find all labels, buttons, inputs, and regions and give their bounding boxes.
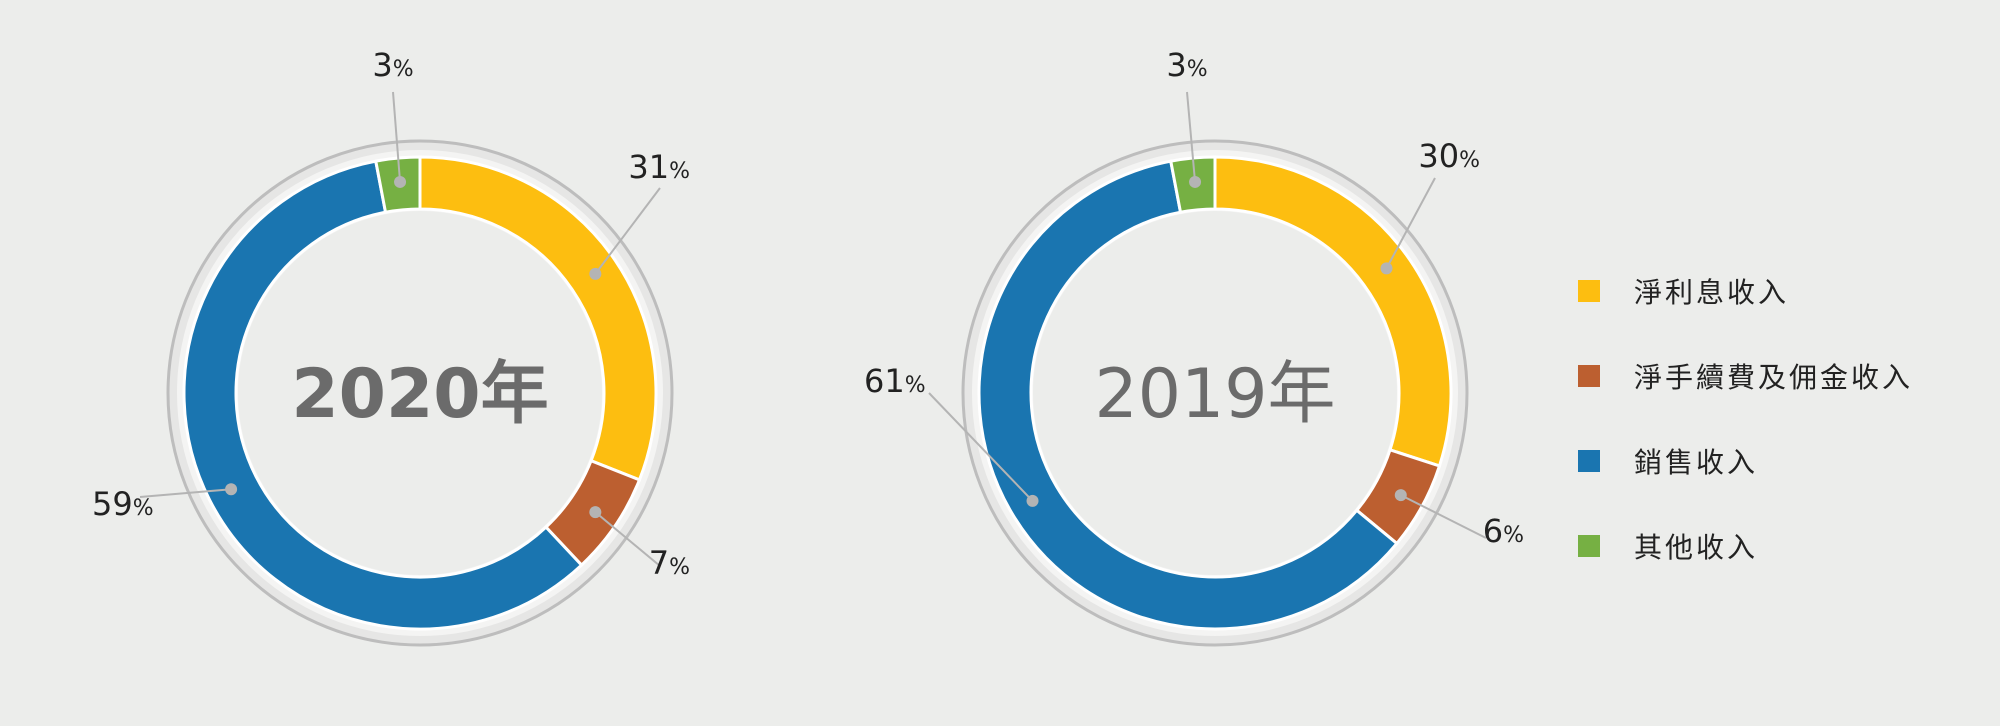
data-label-value: 30 [1418, 137, 1459, 175]
legend-item-net-fee-commission-income: 淨手續費及佣金收入 [1578, 333, 1913, 418]
leader-line [392, 91, 402, 183]
data-label-net-interest-income: 30% [1418, 137, 1480, 175]
data-label-net-interest-income: 31% [628, 148, 690, 186]
data-label-unit: % [1187, 57, 1208, 82]
data-label-unit: % [133, 496, 154, 521]
data-label-unit: % [393, 57, 414, 82]
legend-label: 銷售收入 [1634, 445, 1759, 479]
data-label-net-fee-commission-income: 6% [1483, 512, 1524, 550]
legend-label: 淨手續費及佣金收入 [1634, 360, 1914, 394]
legend: 淨利息收入 淨手續費及佣金收入 銷售收入 其他收入 [1578, 248, 1913, 588]
data-label-unit: % [669, 555, 690, 580]
leader-dot [1189, 175, 1202, 188]
data-label-value: 6 [1483, 512, 1503, 550]
donut-chart-2019: 30%6%61%3%2019年 [864, 46, 1524, 647]
legend-swatch [1578, 449, 1600, 472]
data-label-unit: % [905, 373, 926, 398]
data-label-other-income: 3% [372, 46, 413, 84]
leader-dot [225, 483, 238, 496]
donut-hole [238, 211, 602, 575]
data-label-value: 3 [1166, 46, 1186, 84]
donut-hole [1033, 211, 1397, 575]
data-label-value: 7 [649, 544, 669, 582]
leader-line [594, 187, 661, 275]
data-label-unit: % [1503, 523, 1524, 548]
donut-segment-sales-income [182, 159, 584, 631]
data-label-value: 31 [628, 148, 669, 186]
leader-dot [394, 175, 407, 188]
legend-swatch [1578, 364, 1600, 387]
leader-dot [1380, 262, 1393, 275]
data-label-value: 3 [372, 46, 392, 84]
legend-swatch [1578, 534, 1600, 557]
data-label-sales-income: 59% [92, 485, 154, 523]
legend-item-sales-income: 銷售收入 [1578, 418, 1913, 503]
data-label-net-fee-commission-income: 7% [649, 544, 690, 582]
data-label-value: 59 [92, 485, 133, 523]
chart-title: 2020年 [291, 355, 548, 434]
leader-line [928, 392, 1034, 502]
donut-segment-sales-income [977, 159, 1399, 631]
leader-line [1385, 177, 1436, 269]
data-label-value: 61 [864, 362, 905, 400]
leader-line [594, 511, 661, 567]
legend-swatch [1578, 279, 1600, 302]
leader-dot [1394, 489, 1407, 502]
legend-item-net-interest-income: 淨利息收入 [1578, 248, 1913, 333]
chart-title: 2019年 [1094, 355, 1335, 434]
leader-line [1186, 91, 1197, 183]
legend-item-other-income: 其他收入 [1578, 503, 1913, 588]
data-label-unit: % [669, 159, 690, 184]
leader-line [139, 488, 232, 498]
leader-dot [589, 267, 602, 280]
donut-chart-2020: 31%7%59%3%2020年 [92, 46, 690, 647]
leader-dot [589, 506, 602, 519]
legend-label: 淨利息收入 [1634, 275, 1790, 309]
leader-line [1400, 494, 1487, 539]
data-label-sales-income: 61% [864, 362, 926, 400]
legend-label: 其他收入 [1634, 530, 1759, 564]
data-label-unit: % [1459, 148, 1480, 173]
leader-dot [1026, 494, 1039, 507]
data-label-other-income: 3% [1166, 46, 1207, 84]
